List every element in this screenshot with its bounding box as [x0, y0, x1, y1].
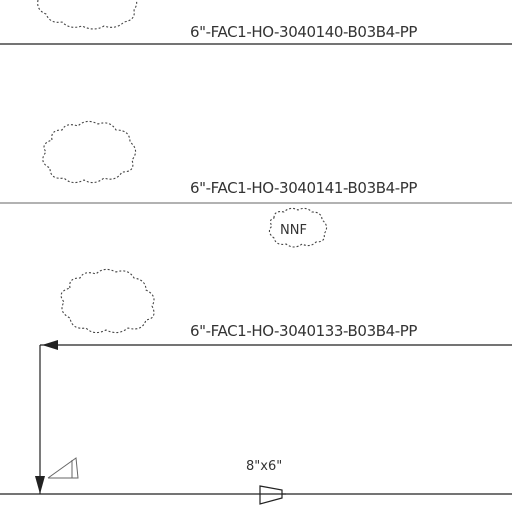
revision-cloud-1 — [37, 0, 138, 30]
flow-arrow-left — [42, 340, 58, 350]
nnf-cloud — [268, 207, 328, 248]
instrument-symbol — [47, 457, 79, 479]
revision-cloud-2 — [42, 120, 137, 184]
reducer-label: 8"x6" — [246, 459, 282, 474]
nnf-tag: NNF — [280, 223, 307, 238]
line-label-2: 6"-FAC1-HO-3040141-B03B4-PP — [190, 179, 417, 197]
revision-cloud-3 — [60, 268, 155, 334]
line-label-3: 6"-FAC1-HO-3040133-B03B4-PP — [190, 322, 417, 340]
reducer-symbol — [259, 485, 283, 505]
line-label-1: 6"-FAC1-HO-3040140-B03B4-PP — [190, 23, 417, 41]
flow-arrow-down — [35, 476, 45, 494]
